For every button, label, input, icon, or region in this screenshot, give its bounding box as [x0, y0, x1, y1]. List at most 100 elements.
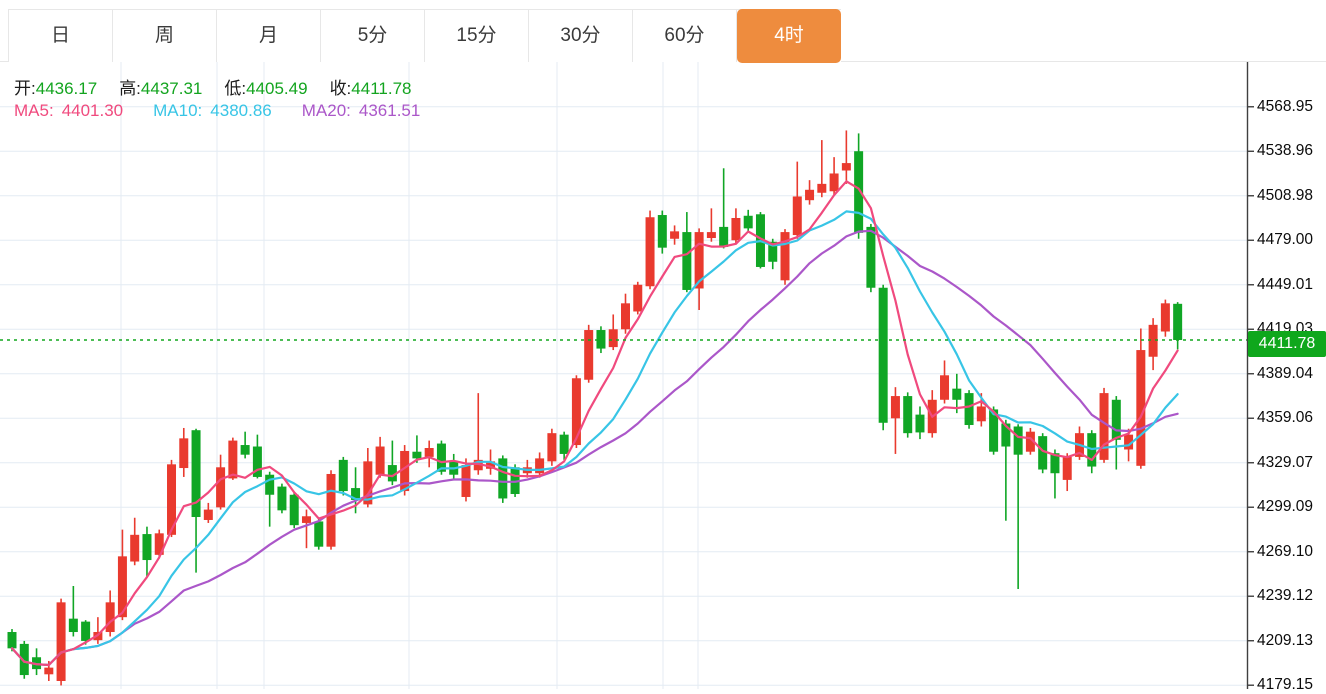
tab-30分[interactable]: 30分: [529, 10, 633, 62]
candle-body: [1160, 303, 1170, 332]
candle-body: [130, 534, 140, 562]
candle-body: [179, 438, 189, 469]
candle-body: [584, 330, 594, 380]
candle-body: [252, 446, 262, 477]
candle-body: [571, 378, 581, 446]
candle-body: [19, 643, 29, 676]
candle-body: [633, 284, 643, 312]
axis-tick-label: 4389.04: [1257, 364, 1314, 382]
candle-body: [878, 287, 888, 423]
candle-body: [424, 448, 434, 457]
candle-body: [805, 189, 815, 201]
candle-body: [142, 534, 152, 561]
candle-body: [154, 533, 164, 555]
candle-body: [203, 509, 213, 520]
tab-月[interactable]: 月: [217, 10, 321, 62]
candle-body: [498, 458, 508, 499]
candle-body: [1099, 393, 1109, 460]
candle-body: [216, 467, 226, 508]
axis-tick-label: 4568.95: [1257, 97, 1314, 115]
candle-body: [473, 459, 483, 471]
axis-tick-label: 4329.07: [1257, 453, 1314, 471]
candle-body: [375, 446, 385, 475]
candle-body: [56, 602, 66, 681]
candle-body: [436, 443, 446, 472]
candle-body: [289, 494, 299, 526]
candle-body: [903, 396, 913, 434]
candle-body: [1136, 350, 1146, 466]
candle-body: [706, 232, 716, 239]
axis-tick-label: 4239.12: [1257, 587, 1314, 605]
axis-tick-label: 4209.13: [1257, 631, 1314, 649]
tab-周[interactable]: 周: [113, 10, 217, 62]
tab-5分[interactable]: 5分: [321, 10, 425, 62]
candle-body: [301, 516, 311, 523]
ohlc-readout: 开:4436.17 高:4437.31 低:4405.49 收:4411.78: [14, 74, 434, 99]
low-label: 低:: [224, 79, 247, 98]
tab-15分[interactable]: 15分: [425, 10, 529, 62]
axis-tick-label: 4359.06: [1257, 409, 1314, 427]
gridlines: [0, 62, 1247, 689]
ma20-label: MA20:: [301, 101, 351, 120]
candle-body: [412, 451, 422, 459]
close-label: 收:: [329, 79, 352, 98]
candle-body: [117, 556, 127, 618]
candle-body: [817, 183, 827, 193]
candle-body: [645, 217, 655, 287]
candle-body: [731, 217, 741, 241]
tab-60分[interactable]: 60分: [633, 10, 737, 62]
current-price-tag: 4411.78: [1248, 330, 1326, 357]
candle-body: [940, 375, 950, 400]
candle-body: [535, 458, 545, 474]
candles: [7, 130, 1183, 686]
ma20-value: 4361.51: [358, 101, 421, 120]
candle-body: [326, 473, 336, 547]
candle-body: [1001, 423, 1011, 447]
low-value: 4405.49: [246, 79, 308, 98]
candle-body: [277, 486, 287, 511]
candle-body: [657, 215, 667, 248]
high-value: 4437.31: [140, 79, 203, 98]
candle-body: [780, 232, 790, 281]
candle-body: [596, 330, 606, 349]
candle-body: [952, 388, 962, 400]
axis-tick-label: 4179.15: [1257, 676, 1314, 694]
candle-body: [866, 226, 876, 288]
candle-body: [1050, 453, 1060, 474]
candle-body: [1062, 456, 1072, 480]
candle-body: [719, 226, 729, 247]
candle-body: [670, 231, 680, 239]
candle-body: [363, 461, 373, 505]
candle-body: [976, 406, 986, 422]
close-value: 4411.78: [351, 79, 412, 98]
candle-body: [768, 241, 778, 262]
axis-tick-label: 4508.98: [1257, 186, 1314, 204]
ma5-line: [10, 180, 1179, 667]
candle-body: [68, 618, 78, 633]
ma20-line: [10, 229, 1179, 667]
candle-body: [547, 433, 557, 462]
candle-body: [964, 393, 974, 426]
ma5-value: 4401.30: [61, 101, 124, 120]
candle-body: [621, 303, 630, 330]
candle-body: [1173, 303, 1183, 341]
tab-日[interactable]: 日: [9, 10, 113, 62]
candle-body: [510, 467, 520, 495]
candle-body: [400, 450, 410, 492]
ma5-label: MA5:: [14, 101, 54, 120]
candle-body: [682, 232, 692, 290]
candle-body: [167, 464, 177, 535]
ma10-line: [10, 210, 1179, 667]
axis-tick-label: 4299.09: [1257, 498, 1314, 516]
candle-body: [1025, 431, 1035, 452]
axis-tick-label: 4269.10: [1257, 542, 1314, 560]
ma-readout: MA5: 4401.30 MA10: 4380.86 MA20: 4361.51: [14, 101, 428, 121]
candle-body: [314, 521, 324, 547]
candle-body: [7, 632, 17, 649]
ma10-label: MA10:: [153, 101, 203, 120]
candle-body: [105, 602, 115, 633]
tab-4时[interactable]: 4时: [737, 9, 841, 63]
candle-body: [1038, 436, 1048, 470]
